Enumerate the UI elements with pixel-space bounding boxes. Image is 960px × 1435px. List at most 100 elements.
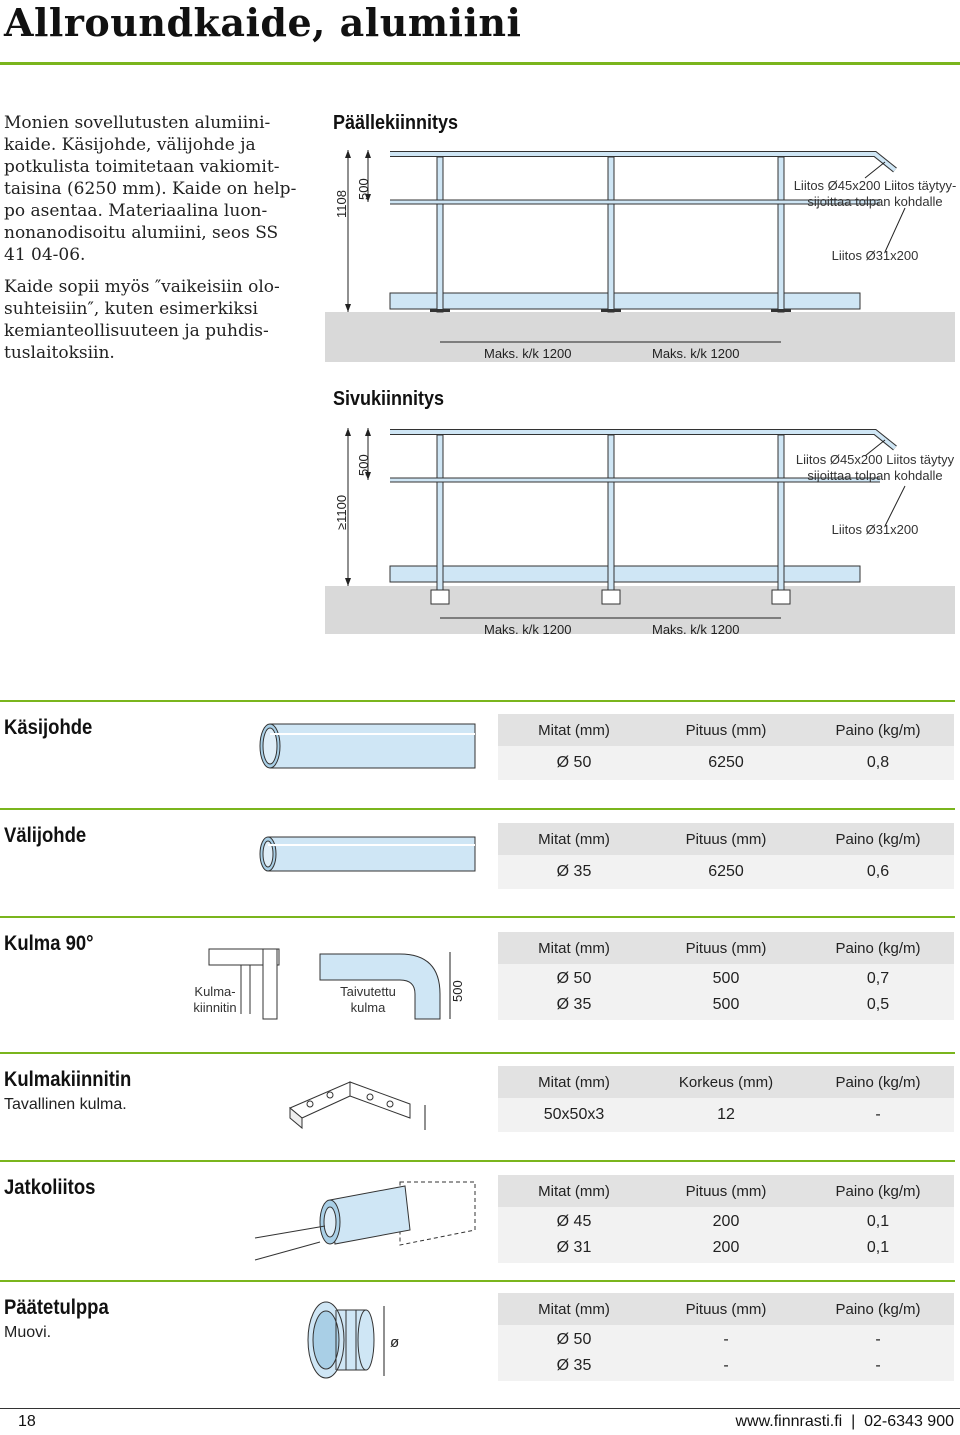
spec-table-kulmakiinnitin: Mitat (mm) Korkeus (mm) Paino (kg/m) 50x50…	[498, 1066, 954, 1132]
spacing-side-1: Maks. k/k 1200	[484, 622, 572, 637]
cell: Ø 50	[556, 754, 592, 771]
section-rule	[0, 1280, 955, 1282]
kickboard	[389, 565, 861, 583]
spec-table-kulma: Mitat (mm) Pituus (mm) Paino (kg/m) Ø 50 50…	[498, 932, 954, 1020]
intro-paragraph-1: Monien sovellutusten alumiini­kaide. Käs…	[4, 113, 297, 265]
cell: Ø 50	[556, 970, 592, 987]
col-header: Mitat (mm)	[538, 1182, 610, 1200]
col-header: Pituus (mm)	[685, 1300, 767, 1318]
col-header: Paino (kg/m)	[835, 939, 921, 957]
cell: 50x50x3	[543, 1106, 605, 1123]
cell: -	[875, 1331, 881, 1348]
cell: 6250	[708, 863, 744, 880]
label-bent-corner: Taivutettu kulma	[340, 984, 396, 1015]
footer-rule	[0, 1408, 960, 1409]
diagram-side-title: Sivukiinnitys	[333, 388, 445, 410]
cell: Ø 35	[556, 1357, 592, 1374]
section-title-valijohde: Välijohde	[4, 824, 87, 847]
dim-side-mid: 500	[356, 454, 371, 476]
cell: 0,1	[866, 1213, 890, 1230]
cell: 500	[712, 996, 740, 1013]
table-row: Ø 50 500 0,7	[498, 966, 954, 992]
col-header: Mitat (mm)	[538, 1300, 610, 1318]
cell: 500	[712, 970, 740, 987]
note-top-2: Liitos Ø31x200	[831, 248, 919, 263]
spec-table-jatkoliitos: Mitat (mm) Pituus (mm) Paino (kg/m) Ø 45 20…	[498, 1175, 954, 1263]
page-number: 18	[18, 1413, 36, 1430]
diagram-top-illustration	[325, 150, 955, 362]
cell: 0,1	[866, 1239, 890, 1256]
midrail-illustration	[259, 836, 476, 872]
spec-table-kasijohde: Mitat (mm) Pituus (mm) Paino (kg/m) Ø 50 62…	[498, 714, 954, 780]
col-header: Pituus (mm)	[685, 830, 767, 848]
floor	[325, 312, 955, 362]
spacing-top-1: Maks. k/k 1200	[484, 346, 572, 361]
section-rule	[0, 916, 955, 918]
cell: Ø 50	[556, 1331, 592, 1348]
section-subtitle-kulmakiinnitin: Tavallinen kulma.	[4, 1096, 127, 1113]
splice-illustration	[254, 1181, 476, 1261]
col-header: Mitat (mm)	[538, 721, 610, 739]
footer-contact: www.finnrasti.fi | 02-6343 900	[735, 1413, 955, 1430]
dim-end-cap: ø	[390, 1334, 400, 1351]
dim-side-height: ≥1100	[334, 494, 349, 530]
dim-top-mid: 500	[356, 178, 371, 200]
col-header: Mitat (mm)	[538, 939, 610, 957]
label-corner-bracket: Kulma- kiinnitin	[193, 984, 237, 1015]
cell: 0,6	[866, 863, 890, 880]
col-header: Pituus (mm)	[685, 721, 767, 739]
intro-text: Monien sovellutusten alumiini­kaide. Käs…	[4, 112, 304, 374]
cell: 0,7	[866, 970, 890, 987]
table-row: Ø 31 200 0,1	[498, 1235, 954, 1261]
note-side-2: Liitos Ø31x200	[831, 522, 919, 537]
table-row: Ø 35 - -	[498, 1353, 954, 1379]
col-header: Mitat (mm)	[538, 1073, 610, 1091]
cell: 200	[712, 1239, 740, 1256]
table-row: Ø 50 6250 0,8	[498, 748, 954, 778]
col-header: Pituus (mm)	[685, 1182, 767, 1200]
section-rule	[0, 1052, 955, 1054]
handrail-illustration	[259, 723, 476, 769]
spacing-side-2: Maks. k/k 1200	[652, 622, 740, 637]
cell: -	[723, 1357, 729, 1374]
diagram-top-title: Päällekiinnitys	[333, 112, 459, 134]
note-side-1: Liitos Ø45x200 Liitos täytyy sijoittaa t…	[795, 452, 955, 483]
section-title-kasijohde: Käsijohde	[4, 716, 93, 739]
cell: -	[875, 1357, 881, 1374]
col-header: Paino (kg/m)	[835, 1182, 921, 1200]
table-row: Ø 35 6250 0,6	[498, 857, 954, 887]
cell: -	[723, 1331, 729, 1348]
cell: Ø 45	[556, 1213, 592, 1230]
corner-illustration	[208, 948, 451, 1020]
kickboard	[389, 292, 861, 310]
table-row: Ø 35 500 0,5	[498, 992, 954, 1018]
cell: 200	[712, 1213, 740, 1230]
cell: 0,5	[866, 996, 890, 1013]
col-header: Paino (kg/m)	[835, 1073, 921, 1091]
title-rule	[0, 62, 960, 65]
cell: 12	[717, 1106, 735, 1123]
spacing-top-2: Maks. k/k 1200	[652, 346, 740, 361]
section-title-paatetulppa: Päätetulppa	[4, 1296, 109, 1319]
cell: Ø 35	[556, 863, 592, 880]
diagram-side-illustration	[325, 428, 955, 634]
table-row: Ø 45 200 0,1	[498, 1209, 954, 1235]
cell: -	[875, 1106, 881, 1123]
col-header: Paino (kg/m)	[835, 1300, 921, 1318]
col-header: Mitat (mm)	[538, 830, 610, 848]
table-row: 50x50x3 12 -	[498, 1100, 954, 1130]
end-cap-illustration	[307, 1301, 385, 1379]
cell: Ø 35	[556, 996, 592, 1013]
dim-top-height: 1108	[334, 190, 349, 218]
section-title-kulmakiinnitin: Kulmakiinnitin	[4, 1068, 132, 1091]
dim-corner: 500	[450, 980, 465, 1002]
section-title-jatkoliitos: Jatkoliitos	[4, 1176, 96, 1199]
table-row: Ø 50 - -	[498, 1327, 954, 1353]
angle-bracket-illustration	[289, 1081, 426, 1130]
note-top-1: Liitos Ø45x200 Liitos täytyy- sijoittaa …	[793, 178, 957, 209]
section-rule	[0, 1160, 955, 1162]
page-title: Allroundkaide, alumiini	[4, 0, 522, 45]
col-header: Paino (kg/m)	[835, 721, 921, 739]
cell: Ø 31	[556, 1239, 592, 1256]
section-rule	[0, 700, 955, 702]
